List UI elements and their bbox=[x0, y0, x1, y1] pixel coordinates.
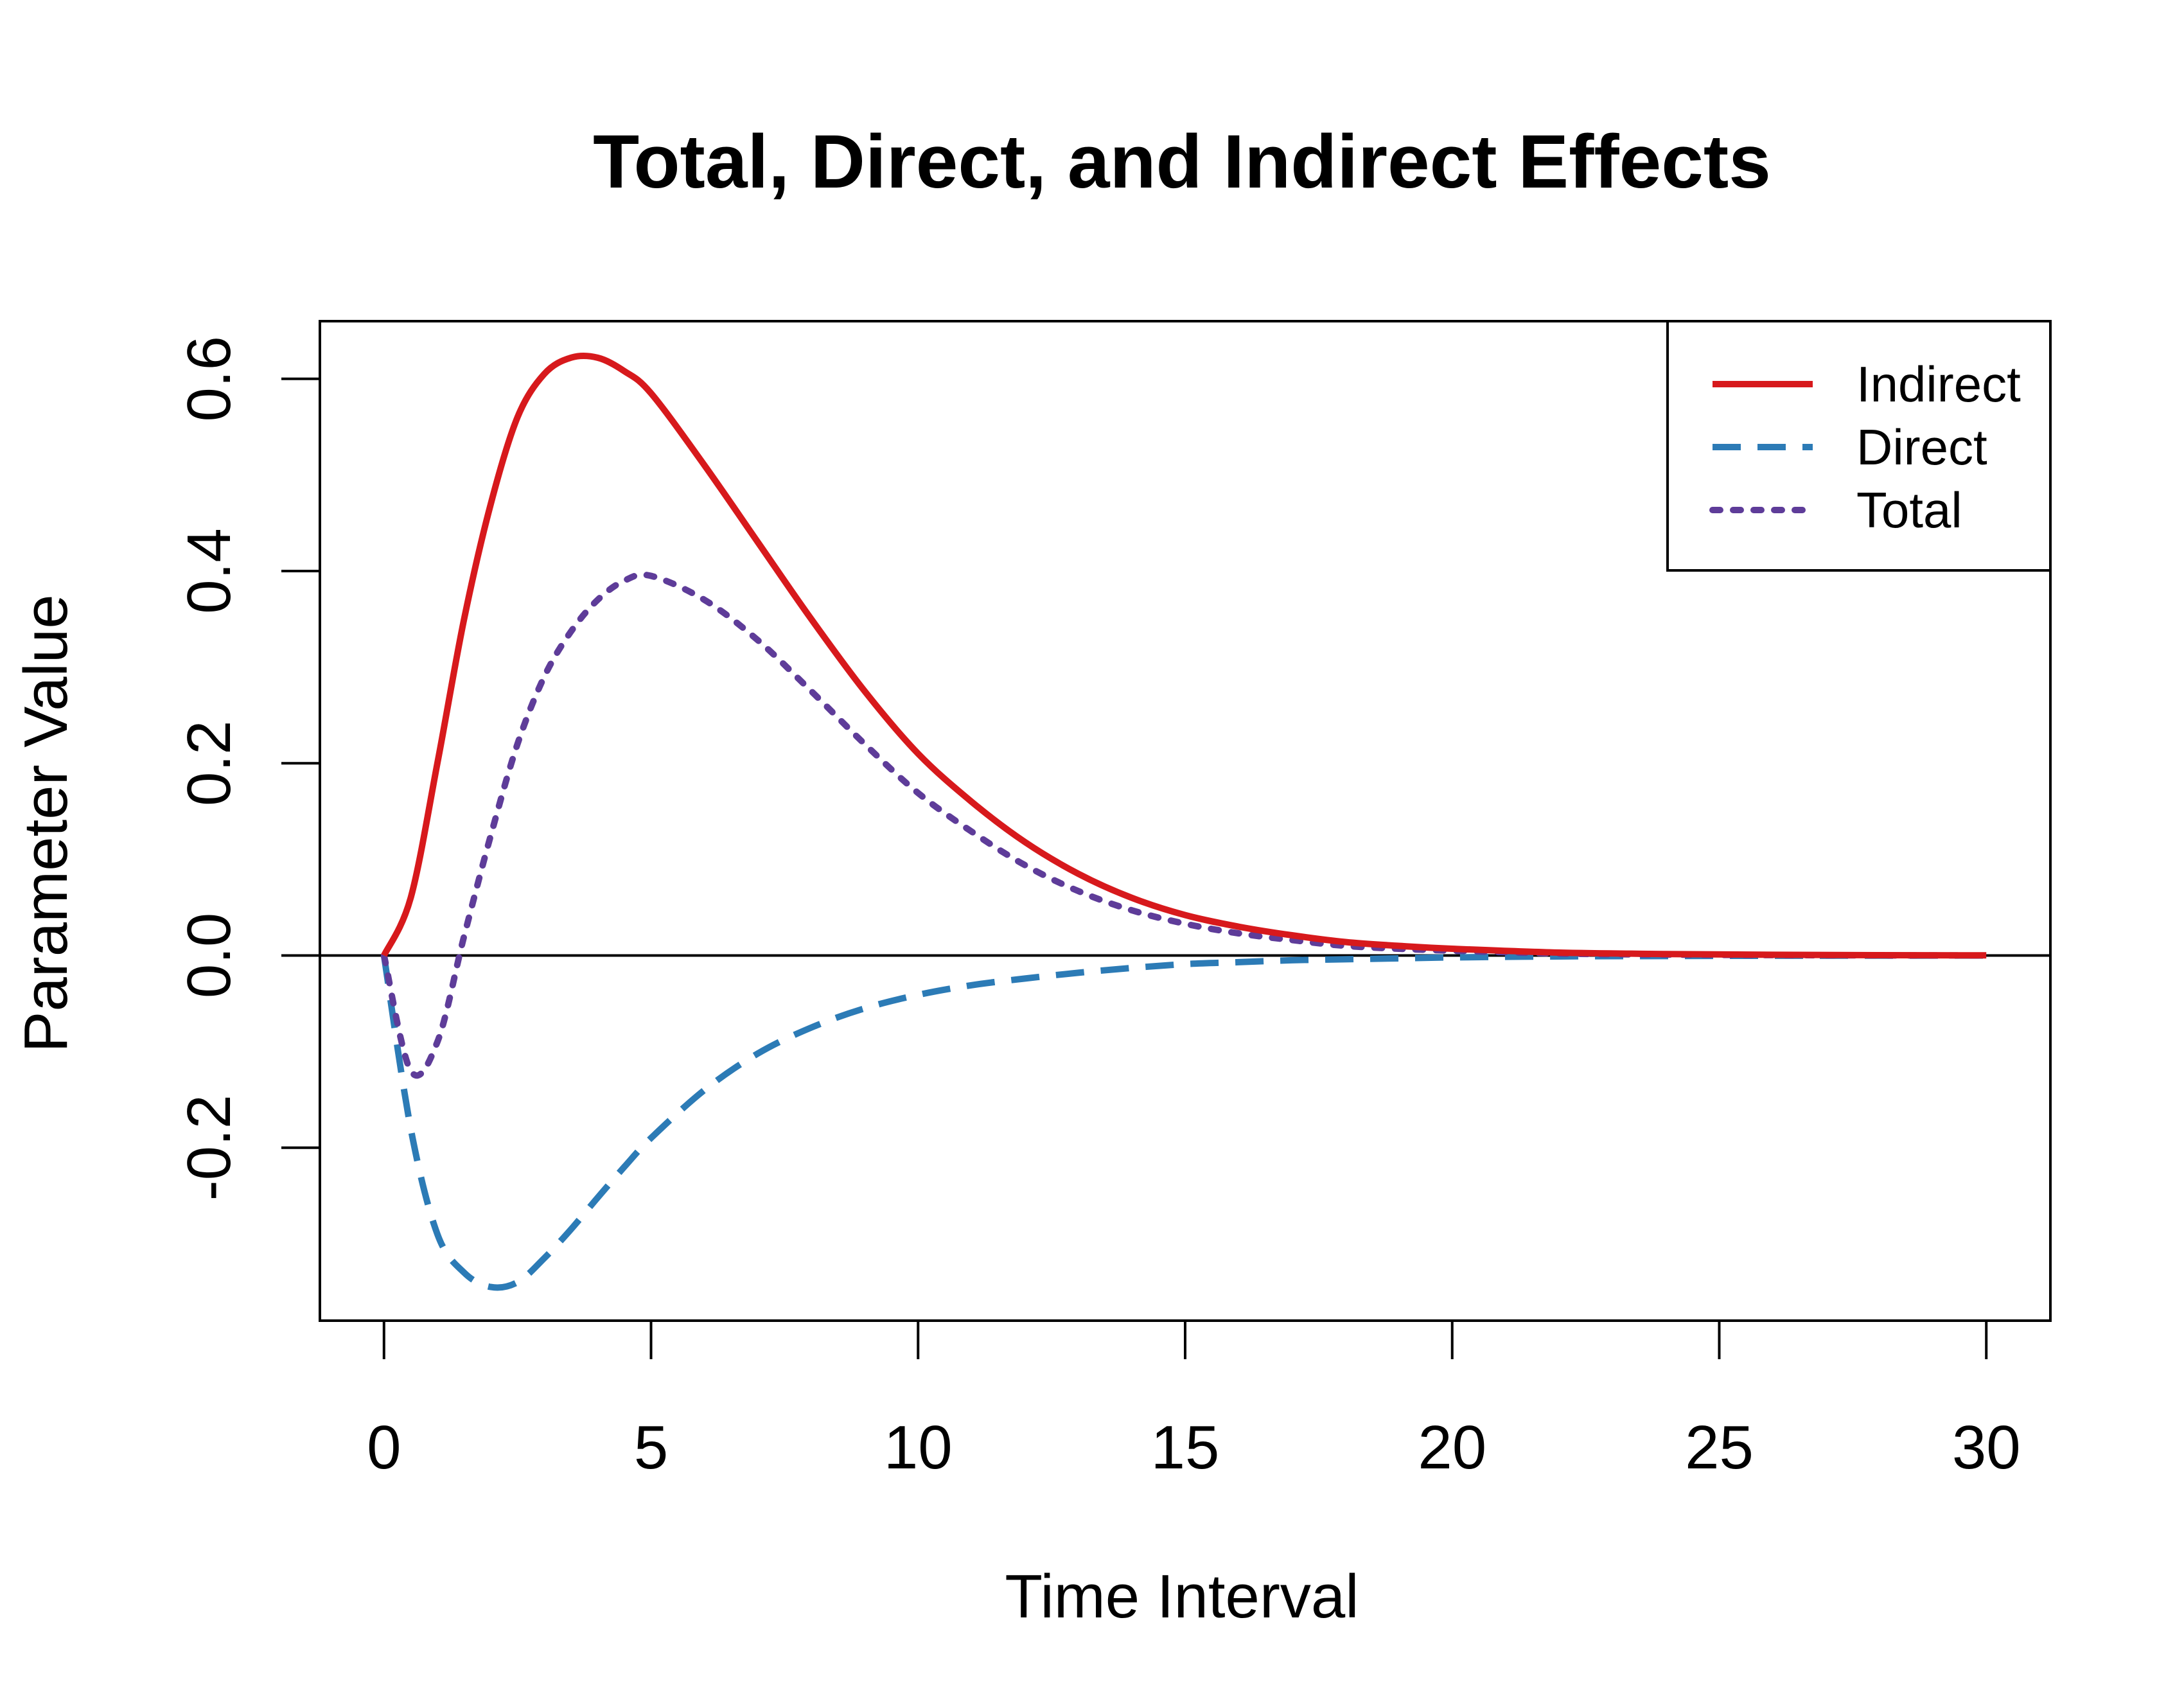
x-tick-label: 15 bbox=[1151, 1413, 1220, 1482]
y-axis-title: Parameter Value bbox=[12, 594, 80, 1052]
y-tick-label: 0.0 bbox=[175, 913, 243, 998]
plot-layer: 0 5 10 15 20 25 30 -0.2 0.0 0.2 0.4 0.6 bbox=[175, 320, 2052, 1482]
y-tick-label: 0.4 bbox=[175, 528, 243, 613]
y-tick-label: 0.6 bbox=[175, 336, 243, 421]
x-tick-label: 5 bbox=[634, 1413, 668, 1482]
legend-label-direct: Direct bbox=[1856, 419, 1987, 475]
series-line-direct bbox=[380, 952, 1987, 1291]
y-tick-label: 0.2 bbox=[175, 721, 243, 806]
x-tick-label: 0 bbox=[367, 1413, 401, 1482]
x-tick-label: 25 bbox=[1685, 1413, 1754, 1482]
x-tick-label: 20 bbox=[1418, 1413, 1486, 1482]
x-axis-title: Time Interval bbox=[1005, 1562, 1359, 1631]
legend-label-total: Total bbox=[1856, 482, 1962, 538]
series-line-indirect bbox=[381, 352, 1987, 959]
x-tick-label: 10 bbox=[884, 1413, 953, 1482]
x-tick-label: 30 bbox=[1952, 1413, 2021, 1482]
legend-label-indirect: Indirect bbox=[1856, 356, 2021, 412]
chart-title: Total, Direct, and Indirect Effects bbox=[593, 119, 1771, 204]
y-tick-label: -0.2 bbox=[175, 1095, 243, 1201]
legend: Indirect Direct Total bbox=[1666, 320, 2052, 572]
series-line-total bbox=[380, 571, 1990, 1079]
